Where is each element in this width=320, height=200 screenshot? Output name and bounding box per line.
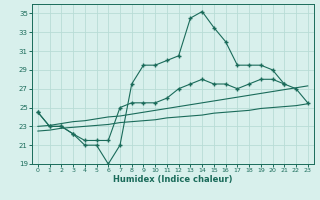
X-axis label: Humidex (Indice chaleur): Humidex (Indice chaleur)	[113, 175, 233, 184]
